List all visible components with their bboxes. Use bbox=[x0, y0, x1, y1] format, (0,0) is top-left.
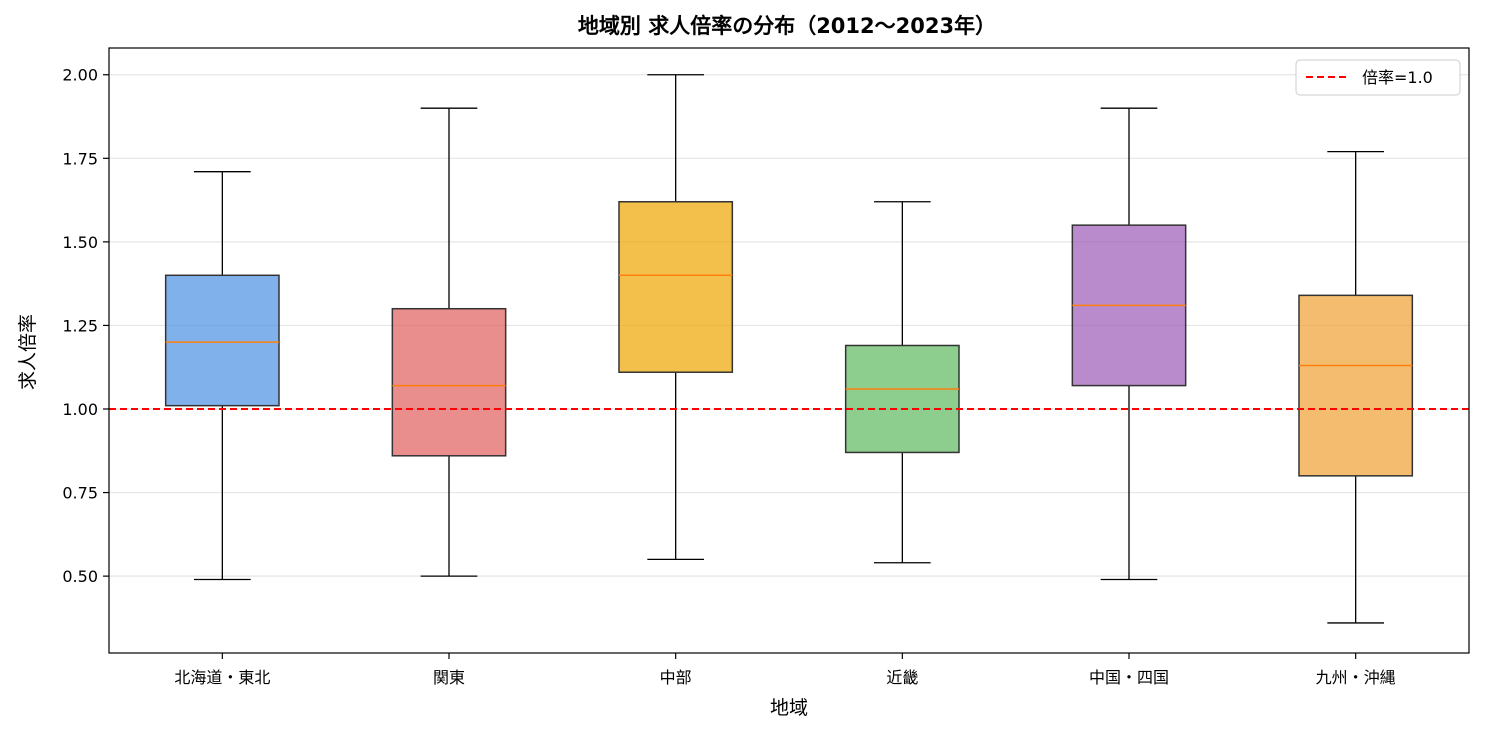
x-tick-label: 近畿 bbox=[886, 668, 918, 687]
y-tick-label: 2.00 bbox=[62, 66, 98, 85]
grid-lines bbox=[109, 74, 1469, 577]
iqr-box bbox=[844, 344, 960, 454]
x-axis-label: 地域 bbox=[770, 697, 808, 719]
x-tick-label: 北海道・東北 bbox=[174, 668, 270, 687]
iqr-box bbox=[391, 307, 507, 457]
box-1 bbox=[164, 171, 280, 581]
y-tick-label: 1.25 bbox=[62, 316, 98, 335]
box-3 bbox=[618, 74, 734, 561]
y-tick-label: 1.75 bbox=[62, 149, 98, 168]
x-tick-label: 中国・四国 bbox=[1089, 668, 1169, 687]
y-tick-label: 1.50 bbox=[62, 233, 98, 252]
plot-frame bbox=[108, 47, 1470, 654]
legend-frame bbox=[1295, 59, 1461, 96]
iqr-box bbox=[1298, 294, 1414, 477]
legend-label: 倍率=1.0 bbox=[1362, 68, 1433, 87]
y-tick-label: 1.00 bbox=[62, 400, 98, 419]
iqr-box bbox=[618, 201, 734, 373]
chart-title: 地域別 求人倍率の分布（2012〜2023年） bbox=[578, 14, 996, 38]
box-5 bbox=[1071, 107, 1187, 581]
y-axis-label: 求人倍率 bbox=[17, 314, 39, 390]
box-6 bbox=[1298, 150, 1414, 624]
x-tick-label: 関東 bbox=[433, 668, 465, 687]
box-2 bbox=[391, 107, 507, 577]
x-tick-label: 中部 bbox=[660, 668, 692, 687]
boxes bbox=[164, 74, 1414, 624]
box-4 bbox=[844, 201, 960, 564]
iqr-box bbox=[164, 274, 280, 407]
y-axis-ticks: 0.50 0.75 1.00 1.25 1.50 1.75 2.00 bbox=[62, 66, 109, 586]
x-tick-label: 九州・沖縄 bbox=[1316, 668, 1396, 687]
x-axis-ticks: 北海道・東北 関東 中部 近畿 中国・四国 九州・沖縄 bbox=[174, 653, 1396, 687]
y-tick-label: 0.50 bbox=[62, 567, 98, 586]
y-tick-label: 0.75 bbox=[62, 484, 98, 503]
legend: 倍率=1.0 bbox=[1295, 59, 1461, 96]
